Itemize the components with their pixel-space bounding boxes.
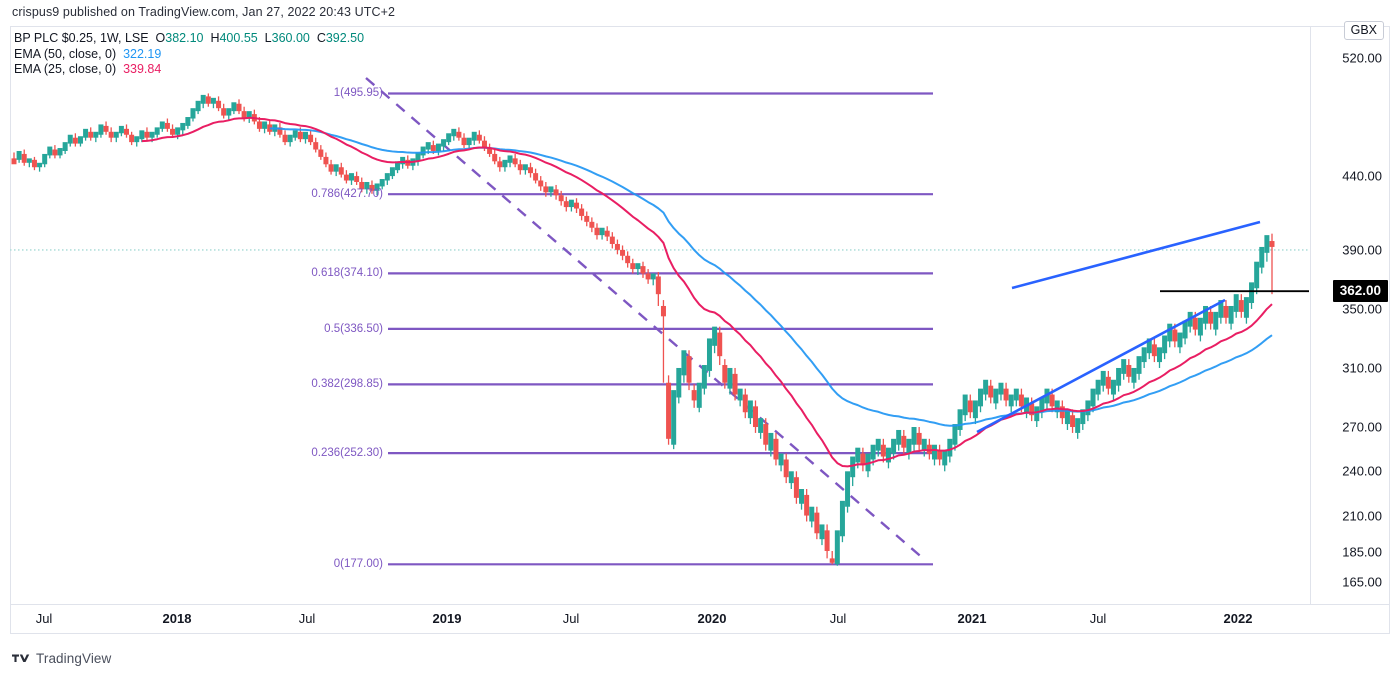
legend-ema50-label: EMA (50, close, 0) [14, 46, 117, 61]
price-axis-tick: 185.00 [1342, 544, 1382, 560]
time-axis-tick: Jul [298, 611, 316, 626]
time-axis-tick: 2019 [432, 611, 462, 626]
legend-open-value: 382.10 [165, 31, 204, 45]
price-axis-tick: 165.00 [1342, 574, 1382, 590]
time-axis[interactable]: Jul 2018 Jul 2019 Jul 2020 Jul 2021 Jul 2022 [10, 604, 1390, 634]
time-axis-tick: Jul [35, 611, 53, 626]
legend-high-value: 400.55 [219, 31, 258, 45]
price-axis-tick: 390.00 [1342, 242, 1382, 258]
price-axis-tick: 350.00 [1342, 301, 1382, 317]
legend-symbol: BP PLC $0.25, 1W, LSE [14, 31, 149, 45]
chart-plot-area[interactable] [10, 26, 1309, 604]
legend-ema50-row[interactable]: EMA (50, close, 0) 322.19 [14, 47, 364, 63]
fibonacci-level-label: 0(177.00) [333, 558, 383, 571]
time-axis-tick: 2021 [957, 611, 987, 626]
time-axis-tick: 2022 [1223, 611, 1253, 626]
legend-ema25-row[interactable]: EMA (25, close, 0) 339.84 [14, 62, 364, 78]
legend-low-label: L [264, 31, 272, 45]
price-axis-tick: 310.00 [1342, 360, 1382, 376]
chart-legend: BP PLC $0.25, 1W, LSE O382.10 H400.55 L3… [14, 31, 364, 78]
attribution-text: crispus9 published on TradingView.com, J… [12, 5, 396, 19]
legend-close-value: 392.50 [325, 31, 365, 45]
price-axis-tick: 520.00 [1342, 50, 1382, 66]
legend-ema25-value: 339.84 [123, 62, 162, 76]
time-axis-tick: Jul [562, 611, 580, 626]
price-axis-tick: 240.00 [1342, 463, 1382, 479]
time-axis-tick: Jul [829, 611, 847, 626]
time-axis-tick: 2018 [162, 611, 192, 626]
legend-symbol-row[interactable]: BP PLC $0.25, 1W, LSE O382.10 H400.55 L3… [14, 31, 364, 47]
fibonacci-level-label: 1(495.95) [333, 87, 383, 100]
legend-open-label: O [155, 31, 166, 45]
tradingview-logo-icon [12, 654, 30, 662]
tradingview-brand-label: TradingView [36, 651, 112, 666]
legend-ema50-value: 322.19 [123, 46, 162, 61]
fibonacci-level-label: 0.236(252.30) [311, 447, 383, 460]
legend-close-label: C [316, 31, 326, 45]
time-axis-tick: Jul [1089, 611, 1107, 626]
current-price-badge: 362.00 [1332, 280, 1388, 303]
price-axis-tick: 270.00 [1342, 419, 1382, 435]
time-axis-tick: 2020 [697, 611, 727, 626]
fibonacci-level-label: 0.618(374.10) [311, 267, 383, 280]
fibonacci-level-label: 0.5(336.50) [324, 322, 383, 335]
price-axis-tick: 210.00 [1342, 508, 1382, 524]
price-axis-tick: 440.00 [1342, 168, 1382, 184]
fibonacci-level-label: 0.382(298.85) [311, 378, 383, 391]
legend-ema25-label: EMA (25, close, 0) [14, 62, 117, 76]
tradingview-footer: TradingView [12, 651, 111, 666]
price-axis[interactable]: GBX 520.00 440.00 390.00 350.00 310.00 270.00… [1310, 21, 1390, 604]
fibonacci-level-label: 0.786(427.70) [311, 188, 383, 201]
price-chart-svg [10, 77, 1309, 566]
legend-low-value: 360.00 [271, 31, 310, 45]
currency-unit-badge[interactable]: GBX [1343, 21, 1384, 40]
legend-high-label: H [210, 31, 220, 45]
